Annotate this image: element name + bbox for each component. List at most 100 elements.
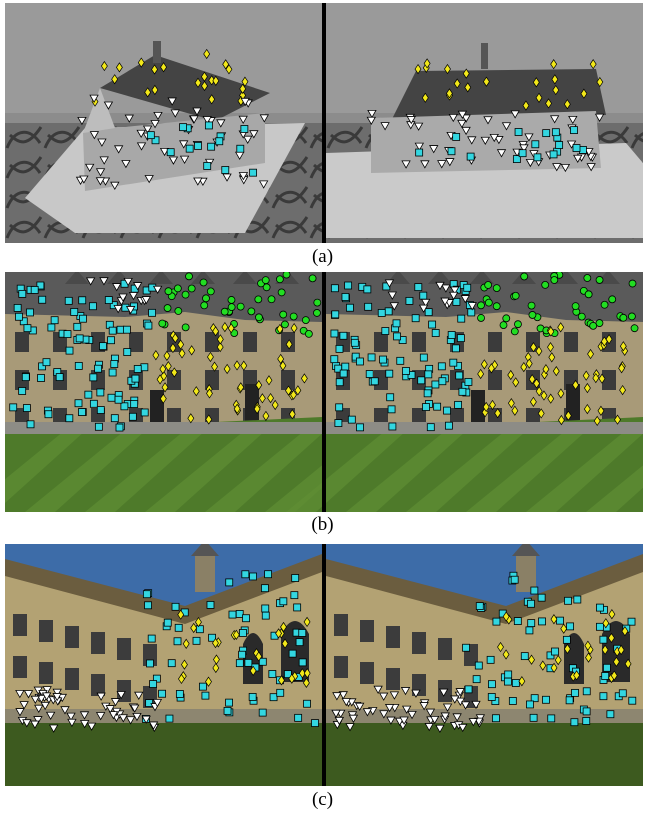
window (438, 638, 452, 660)
green-circle-marker (499, 321, 508, 330)
yellow-diamond-marker (605, 334, 613, 345)
cyan-square-marker (194, 141, 202, 150)
white-triangle-marker (66, 712, 76, 721)
white-triangle-marker (519, 144, 529, 153)
window (386, 668, 400, 690)
window (167, 370, 181, 390)
yellow-diamond-marker (216, 334, 224, 345)
white-triangle-marker (389, 691, 400, 700)
cyan-square-marker (549, 150, 558, 159)
cyan-square-marker (123, 348, 132, 356)
green-circle-marker (608, 295, 617, 304)
yellow-diamond-marker (288, 673, 296, 684)
white-triangle-marker (113, 145, 124, 154)
cyan-square-marker (565, 696, 574, 705)
cyan-square-marker (144, 601, 152, 610)
yellow-diamond-marker (290, 322, 298, 334)
cyan-square-marker (344, 281, 353, 290)
green-circle-marker (279, 310, 288, 319)
cyan-square-marker (167, 659, 176, 668)
cyan-square-marker (347, 415, 356, 424)
window (334, 614, 348, 636)
yellow-diamond-marker (280, 621, 287, 633)
cyan-square-marker (414, 283, 423, 292)
panel-a (5, 3, 643, 243)
yellow-diamond-marker (151, 64, 158, 75)
dormer (554, 272, 578, 284)
cyan-square-marker (573, 595, 582, 604)
right-view (286, 272, 643, 512)
cyan-square-marker (42, 358, 51, 367)
cyan-square-marker (99, 342, 107, 351)
green-circle-marker (254, 295, 263, 304)
white-triangle-marker (468, 718, 479, 727)
white-triangle-marker (216, 119, 226, 128)
feature-markers (366, 58, 605, 173)
cyan-square-marker (145, 699, 154, 707)
yellow-diamond-marker (423, 58, 431, 69)
left-view (5, 544, 322, 786)
cyan-square-marker (303, 699, 311, 708)
yellow-diamond-marker (421, 92, 429, 103)
white-triangle-marker (132, 282, 143, 291)
yellow-diamond-marker (262, 410, 270, 422)
yellow-diamond-marker (497, 641, 504, 653)
green-circle-marker (282, 272, 291, 279)
yellow-diamond-marker (557, 388, 565, 399)
white-triangle-marker (489, 133, 499, 143)
yellow-diamond-marker (208, 75, 216, 86)
yellow-diamond-marker (533, 378, 541, 389)
cyan-square-marker (530, 694, 539, 703)
cyan-square-marker (201, 691, 210, 700)
yellow-diamond-marker (489, 399, 496, 411)
cyan-square-marker (261, 604, 270, 613)
white-triangle-marker (406, 116, 416, 125)
cyan-square-marker (240, 125, 249, 133)
green-circle-marker (627, 312, 636, 321)
white-triangle-marker (460, 701, 471, 710)
green-circle-marker (583, 274, 592, 282)
feature-markers (330, 272, 639, 432)
cyan-square-marker (294, 713, 303, 722)
yellow-diamond-marker (608, 609, 616, 620)
cyan-square-marker (122, 325, 131, 334)
green-circle-marker (206, 287, 215, 296)
cyan-square-marker (393, 332, 401, 341)
yellow-diamond-marker (512, 377, 520, 388)
doorway (471, 390, 485, 422)
yellow-diamond-marker (115, 62, 123, 73)
white-triangle-marker (448, 113, 458, 123)
left-view (5, 3, 322, 243)
white-triangle-marker (411, 689, 421, 698)
yellow-diamond-marker (241, 76, 249, 87)
cyan-square-marker (74, 362, 83, 370)
cyan-square-marker (379, 355, 387, 364)
cyan-square-marker (454, 400, 463, 409)
cyan-square-marker (512, 155, 521, 163)
yellow-diamond-marker (552, 365, 560, 377)
white-triangle-marker (435, 281, 445, 291)
yellow-diamond-marker (233, 360, 241, 371)
white-triangle-marker (429, 145, 439, 154)
white-triangle-marker (467, 302, 477, 311)
cyan-square-marker (564, 596, 572, 605)
cyan-square-marker (356, 423, 364, 432)
yellow-diamond-marker (528, 374, 536, 385)
cyan-square-marker (582, 687, 591, 696)
cyan-square-marker (504, 677, 512, 686)
green-circle-marker (227, 296, 236, 304)
window (360, 662, 374, 684)
cyan-square-marker (283, 670, 292, 679)
white-triangle-marker (243, 135, 253, 145)
green-circle-marker (275, 275, 284, 284)
green-circle-marker (595, 276, 604, 284)
white-triangle-marker (36, 694, 47, 704)
cyan-square-marker (341, 293, 350, 301)
cyan-square-marker (96, 388, 105, 397)
yellow-diamond-marker (477, 368, 485, 380)
white-triangle-marker (524, 133, 534, 142)
dormer (149, 272, 173, 284)
yellow-diamond-marker (542, 364, 550, 375)
yellow-diamond-marker (551, 74, 559, 85)
feature-markers (15, 570, 319, 733)
